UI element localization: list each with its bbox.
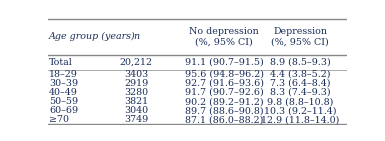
Text: Age group (years): Age group (years)	[49, 32, 136, 41]
Text: 2919: 2919	[124, 79, 148, 88]
Text: 30–39: 30–39	[49, 79, 78, 88]
Text: 8.3 (7.4–9.3): 8.3 (7.4–9.3)	[270, 88, 331, 97]
Text: No depression
(%, 95% CI): No depression (%, 95% CI)	[189, 27, 259, 46]
Text: 89.7 (88.6–90.8): 89.7 (88.6–90.8)	[185, 106, 263, 115]
Text: 92.7 (91.6–93.6): 92.7 (91.6–93.6)	[185, 79, 264, 88]
Text: 91.1 (90.7–91.5): 91.1 (90.7–91.5)	[185, 58, 264, 67]
Text: n: n	[133, 32, 139, 41]
Text: 4.4 (3.8–5.2): 4.4 (3.8–5.2)	[270, 70, 330, 79]
Text: 12.9 (11.8–14.0): 12.9 (11.8–14.0)	[261, 115, 340, 124]
Text: 18–29: 18–29	[49, 70, 78, 79]
Text: 3040: 3040	[124, 106, 148, 115]
Text: 7.3 (6.4–8.4): 7.3 (6.4–8.4)	[270, 79, 330, 88]
Text: 60–69: 60–69	[49, 106, 78, 115]
Text: 3749: 3749	[124, 115, 148, 124]
Text: Total: Total	[49, 58, 73, 67]
Text: 40–49: 40–49	[49, 88, 78, 97]
Text: 3821: 3821	[124, 97, 148, 106]
Text: 9.8 (8.8–10.8): 9.8 (8.8–10.8)	[267, 97, 333, 106]
Text: 8.9 (8.5–9.3): 8.9 (8.5–9.3)	[270, 58, 331, 67]
Text: 90.2 (89.2–91.2): 90.2 (89.2–91.2)	[185, 97, 263, 106]
Text: 91.7 (90.7–92.6): 91.7 (90.7–92.6)	[185, 88, 264, 97]
Text: 20,212: 20,212	[120, 58, 152, 67]
Text: 10.3 (9.2–11.4): 10.3 (9.2–11.4)	[264, 106, 336, 115]
Text: 3403: 3403	[124, 70, 148, 79]
Text: ≥70: ≥70	[49, 115, 69, 124]
Text: 95.6 (94.8–96.2): 95.6 (94.8–96.2)	[185, 70, 264, 79]
Text: 50–59: 50–59	[49, 97, 78, 106]
Text: 87.1 (86.0–88.2): 87.1 (86.0–88.2)	[185, 115, 263, 124]
Text: Depression
(%, 95% CI): Depression (%, 95% CI)	[271, 27, 329, 46]
Text: 3280: 3280	[124, 88, 148, 97]
